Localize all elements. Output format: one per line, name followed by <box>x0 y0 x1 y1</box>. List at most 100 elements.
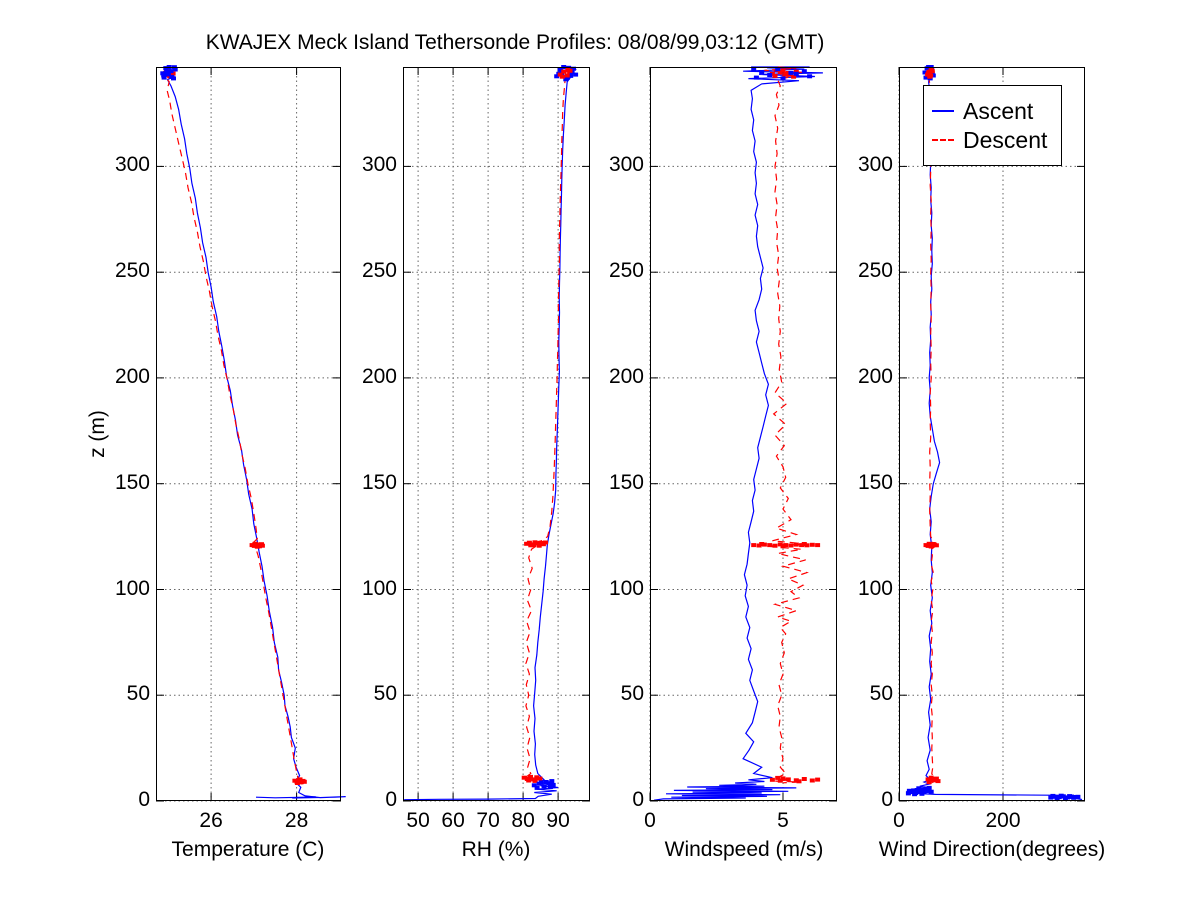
marker-point <box>164 69 170 74</box>
marker-point <box>912 792 918 797</box>
y-tick-label: 200 <box>361 364 397 388</box>
x-tick-label: 50 <box>406 809 430 832</box>
y-tick-label: 0 <box>138 788 150 811</box>
marker-point <box>767 543 773 548</box>
y-tick-label: 300 <box>361 153 397 177</box>
marker-point <box>780 76 786 81</box>
marker-point <box>769 777 775 782</box>
marker-point <box>780 544 786 549</box>
marker-point <box>161 75 167 80</box>
x-tick-label: 0 <box>644 809 656 832</box>
legend-entry-ascent: Ascent <box>932 98 1061 124</box>
marker-point <box>929 71 935 76</box>
y-tick-label: 100 <box>857 576 893 600</box>
marker-point <box>928 775 934 780</box>
marker-point <box>772 543 778 548</box>
marker-point <box>935 779 941 784</box>
marker-point <box>775 775 781 780</box>
marker-point <box>788 543 794 548</box>
marker-point <box>793 778 799 783</box>
marker-point <box>767 73 773 77</box>
marker-point <box>926 70 932 75</box>
ascent-line <box>653 66 823 801</box>
marker-point <box>801 69 807 74</box>
marker-point <box>301 779 307 784</box>
legend: Ascent Descent <box>923 85 1062 166</box>
marker-point <box>571 66 576 71</box>
marker-point <box>777 70 783 75</box>
marker-point <box>809 542 815 547</box>
y-tick-label: 300 <box>608 153 644 177</box>
marker-point <box>1050 793 1056 798</box>
marker-point <box>543 780 549 784</box>
marker-point <box>526 778 532 783</box>
y-tick-label: 100 <box>361 576 397 600</box>
y-tick-label: 200 <box>857 364 893 388</box>
x-axis-label-rh: RH (%) <box>461 838 531 861</box>
ascent-line <box>906 66 1083 801</box>
plot-area <box>156 65 346 802</box>
marker-point <box>252 541 258 546</box>
marker-point <box>930 73 936 78</box>
marker-point <box>917 789 923 794</box>
x-tick-label: 5 <box>777 809 789 832</box>
marker-point <box>804 543 810 548</box>
marker-point <box>783 71 789 76</box>
y-tick-label: 0 <box>881 788 893 811</box>
marker-point <box>565 67 571 72</box>
x-tick-label: 26 <box>199 809 223 832</box>
x-tick-label: 200 <box>985 809 1021 832</box>
marker-point <box>930 542 936 546</box>
marker-point <box>168 69 174 74</box>
x-tick-label: 80 <box>511 809 535 832</box>
marker-point <box>526 540 532 545</box>
marker-point <box>777 778 783 783</box>
marker-point <box>537 776 543 781</box>
marker-point <box>815 777 821 782</box>
marker-point <box>919 791 925 796</box>
legend-label-ascent: Ascent <box>963 98 1034 124</box>
ascent-line <box>161 66 346 799</box>
y-tick-label: 50 <box>126 682 150 706</box>
y-tick-label: 300 <box>857 153 893 177</box>
marker-point <box>521 775 527 780</box>
marker-point <box>799 543 805 548</box>
marker-point <box>165 72 171 77</box>
y-tick-label: 250 <box>114 259 150 283</box>
marker-point <box>933 776 939 781</box>
x-tick-label: 90 <box>546 809 570 832</box>
descent-line <box>525 66 571 783</box>
marker-point <box>791 74 797 79</box>
marker-point <box>259 542 264 547</box>
marker-point <box>528 543 534 548</box>
y-tick-label: 250 <box>361 259 397 283</box>
y-tick-label: 200 <box>608 364 644 388</box>
descent-line <box>163 66 303 785</box>
marker-point <box>916 786 922 791</box>
marker-point <box>568 73 574 78</box>
x-axis-label-winddir: Wind Direction(degrees) <box>878 838 1106 861</box>
marker-point <box>753 75 759 80</box>
descent-line <box>926 66 938 784</box>
marker-point <box>160 71 166 76</box>
panel-temperature: 26 28 0 50 100 150 200 250 300 <box>115 65 346 832</box>
marker-point <box>756 543 762 548</box>
y-tick-label: 100 <box>114 576 150 600</box>
marker-point <box>751 543 757 548</box>
marker-point <box>926 541 932 546</box>
marker-point <box>807 74 813 79</box>
marker-point <box>549 779 555 784</box>
marker-point <box>783 543 789 548</box>
marker-point <box>1062 796 1068 800</box>
y-tick-label: 250 <box>608 259 644 283</box>
marker-point <box>294 781 300 785</box>
marker-point <box>759 542 765 546</box>
plot-area <box>649 66 837 802</box>
descent-line-sample-icon <box>932 139 954 141</box>
ascent-line <box>404 66 577 801</box>
marker-point <box>531 543 537 548</box>
marker-point <box>927 74 933 79</box>
marker-point <box>775 67 781 72</box>
marker-point <box>928 544 934 549</box>
y-tick-label: 150 <box>857 470 893 494</box>
